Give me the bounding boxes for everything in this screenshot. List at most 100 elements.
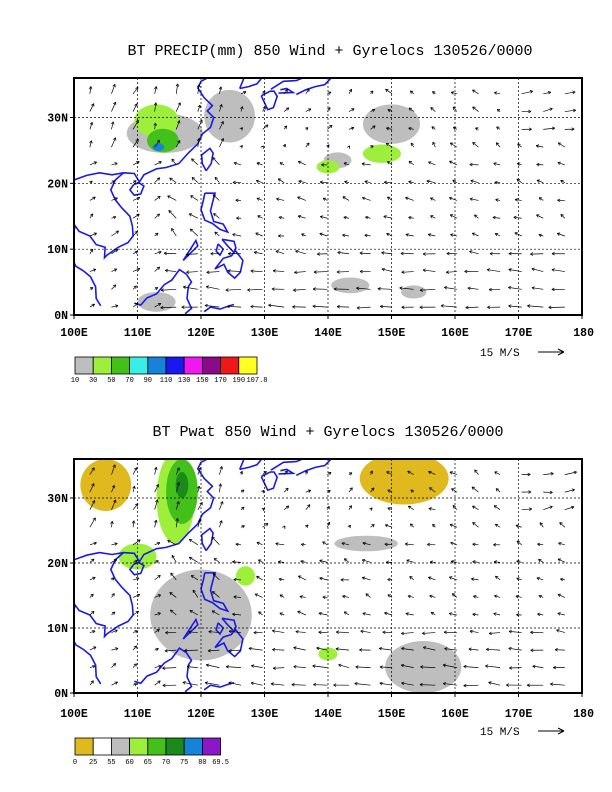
wind-vector	[515, 594, 522, 599]
wind-vector	[429, 487, 436, 493]
chart-title: BT Pwat 850 Wind + Gyrelocs 130526/0000	[152, 424, 503, 441]
wind-vector	[493, 612, 501, 616]
wind-vector	[422, 646, 436, 651]
wind-vector	[446, 270, 457, 274]
wind-vector	[185, 252, 198, 257]
wind-vector	[560, 179, 566, 184]
wind-vector	[516, 162, 522, 166]
wind-vector	[239, 470, 244, 475]
wind-vector	[427, 542, 436, 547]
wind-vector	[496, 126, 501, 130]
wind-vector	[408, 216, 414, 220]
wind-vector	[426, 179, 436, 184]
wind-vector	[171, 555, 177, 563]
wind-vector	[89, 122, 94, 130]
wind-vector	[537, 542, 544, 547]
wind-vector	[175, 140, 181, 148]
wind-vector	[219, 520, 223, 528]
wind-vector	[463, 664, 479, 669]
wind-vector	[297, 160, 306, 166]
wind-vector	[250, 304, 263, 309]
wind-vector	[558, 542, 565, 546]
wind-vector	[240, 525, 245, 529]
wind-vector	[378, 646, 393, 651]
wind-vectors	[89, 464, 577, 688]
wind-vector	[422, 252, 436, 256]
wind-vector	[89, 248, 94, 254]
wind-vectors	[88, 83, 576, 310]
wind-vector	[88, 86, 93, 94]
wind-vector	[189, 609, 199, 616]
wind-vector	[272, 647, 285, 652]
wind-vector	[297, 196, 306, 201]
wind-vector	[384, 611, 393, 616]
y-tick-label: 20N	[47, 178, 68, 191]
wind-vector	[494, 233, 501, 237]
wind-vector	[239, 145, 243, 149]
wind-vector	[384, 523, 393, 528]
wind-vector	[564, 108, 576, 113]
wind-vector	[536, 179, 544, 184]
wind-vector	[111, 593, 115, 598]
wind-vector	[485, 664, 501, 668]
wind-vector	[472, 505, 479, 511]
coastline	[215, 622, 225, 636]
wind-vector	[400, 251, 414, 256]
wind-vector	[543, 505, 553, 511]
wind-vector	[419, 305, 436, 309]
wind-vector	[312, 304, 328, 309]
wind-vector	[344, 180, 350, 184]
wind-vector	[232, 612, 242, 617]
wind-vector	[407, 505, 414, 510]
wind-vector	[430, 215, 436, 219]
wind-vector	[517, 143, 522, 148]
wind-vector	[227, 251, 242, 256]
wind-vector	[89, 610, 95, 616]
wind-vector	[387, 577, 393, 582]
wind-vector	[405, 612, 414, 616]
coastline	[295, 459, 332, 477]
wind-vector	[132, 645, 138, 651]
coastline	[182, 238, 199, 261]
wind-vector	[295, 249, 306, 255]
wind-vector	[283, 487, 289, 493]
wind-vector	[342, 196, 350, 201]
colorbar-label: 150	[196, 377, 209, 385]
wind-vector	[160, 305, 177, 310]
wind-vector	[449, 160, 458, 166]
y-tick-label: 0N	[54, 688, 68, 701]
wind-vector	[305, 489, 312, 493]
wind-vector	[381, 251, 393, 255]
colorbar-swatch	[111, 356, 131, 375]
x-tick-label: 170E	[505, 708, 533, 721]
colorbar-label: 107.8	[246, 377, 267, 385]
wind-vector	[319, 180, 328, 184]
wind-vector	[318, 611, 328, 616]
wind-vector	[495, 198, 501, 202]
wind-vector	[89, 483, 95, 493]
wind-vector	[182, 681, 198, 686]
colorbar-swatch	[165, 356, 185, 375]
wind-vector	[111, 197, 118, 201]
wind-vector	[536, 162, 544, 167]
wind-vector	[327, 91, 332, 95]
wind-vector	[89, 268, 97, 272]
wind-vector	[132, 302, 139, 308]
wind-vector	[256, 541, 263, 546]
wind-vector	[472, 142, 479, 148]
shaded-region	[152, 143, 165, 152]
wind-vector	[89, 680, 94, 686]
wind-vector	[89, 646, 97, 651]
y-tick-label: 20N	[47, 558, 68, 571]
colorbar-swatch	[201, 737, 221, 756]
wind-vector	[278, 577, 285, 582]
wind-vector	[219, 121, 224, 130]
wind-vector	[154, 177, 161, 183]
wind-vector	[474, 469, 479, 475]
wind-vector	[89, 103, 95, 112]
wind-vector	[197, 485, 201, 493]
wind-vector	[312, 287, 328, 291]
wind-vector	[342, 233, 350, 238]
wind-vector	[564, 470, 577, 475]
wind-vector	[277, 178, 285, 183]
